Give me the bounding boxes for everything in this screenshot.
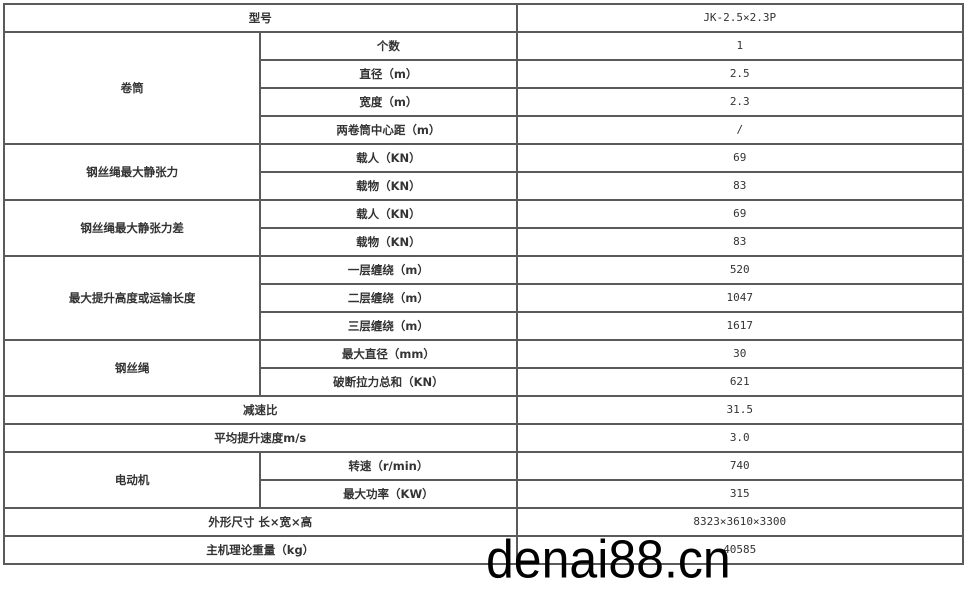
param-label: 宽度（m） — [259, 87, 518, 117]
spec-table: 型号 JK-2.5×2.3P 卷筒 个数 1 直径（m） 2.5 宽度（m） 2… — [2, 3, 964, 565]
param-value: 1617 — [515, 311, 964, 341]
table-row: 最大功率（KW） 315 — [4, 479, 964, 509]
param-label: 两卷筒中心距（m） — [259, 115, 518, 145]
table-row: 宽度（m） 2.3 — [4, 87, 964, 117]
param-label: 外形尺寸 长×宽×高 — [3, 507, 518, 537]
param-value: 2.5 — [515, 59, 964, 89]
param-value: 8323×3610×3300 — [515, 507, 964, 537]
table-row: 载物（KN） 83 — [4, 227, 964, 257]
table-row: 钢丝绳最大静张力 载人（KN） 69 — [2, 143, 964, 201]
group-label: 电动机 — [2, 451, 262, 509]
param-label: 平均提升速度m/s — [3, 423, 518, 453]
param-value: 30 — [515, 339, 964, 369]
table-row: 减速比 31.5 — [3, 395, 964, 425]
param-label: 一层缠绕（m） — [259, 255, 518, 285]
table-row: 两卷筒中心距（m） / — [4, 115, 964, 145]
group-label: 卷筒 — [2, 31, 262, 145]
table-row: 主机理论重量（kg） 40585 — [3, 535, 964, 565]
param-label: 载物（KN） — [259, 227, 518, 257]
param-label: 三层缠绕（m） — [259, 311, 518, 341]
param-label: 最大功率（KW） — [259, 479, 518, 509]
param-value: 520 — [515, 255, 964, 285]
param-value: 31.5 — [515, 395, 964, 425]
table-row: 卷筒 个数 1 — [2, 31, 964, 145]
param-value: / — [515, 115, 964, 145]
param-value: 1 — [515, 31, 964, 61]
param-value: 740 — [515, 451, 964, 481]
group-label: 钢丝绳 — [2, 339, 262, 397]
table-row: 三层缠绕（m） 1617 — [4, 311, 964, 341]
table-row: 外形尺寸 长×宽×高 8323×3610×3300 — [3, 507, 964, 537]
param-label: 载人（KN） — [259, 199, 518, 229]
table-row: 钢丝绳最大静张力差 载人（KN） 69 — [2, 199, 964, 257]
param-label: 主机理论重量（kg） — [3, 535, 518, 565]
param-label: 个数 — [259, 31, 518, 61]
param-value: 315 — [515, 479, 964, 509]
model-value: JK-2.5×2.3P — [515, 3, 964, 33]
table-row: 二层缠绕（m） 1047 — [4, 283, 964, 313]
param-label: 破断拉力总和（KN） — [259, 367, 518, 397]
table-row: 破断拉力总和（KN） 621 — [4, 367, 964, 397]
param-value: 83 — [515, 227, 964, 257]
param-value: 83 — [515, 171, 964, 201]
table-row: 载物（KN） 83 — [4, 171, 964, 201]
group-label: 钢丝绳最大静张力 — [2, 143, 262, 201]
table-row: 电动机 转速（r/min） 740 — [2, 451, 964, 509]
table-row: 直径（m） 2.5 — [4, 59, 964, 89]
table-row: 平均提升速度m/s 3.0 — [3, 423, 964, 453]
param-label: 载人（KN） — [259, 143, 518, 173]
param-label: 最大直径（mm） — [259, 339, 518, 369]
param-value: 69 — [515, 199, 964, 229]
param-value: 3.0 — [515, 423, 964, 453]
param-label: 减速比 — [3, 395, 518, 425]
param-label: 直径（m） — [259, 59, 518, 89]
param-label: 转速（r/min） — [259, 451, 518, 481]
watermark: denai88.cn — [486, 528, 731, 590]
model-label: 型号 — [3, 3, 518, 33]
param-value: 1047 — [515, 283, 964, 313]
param-label: 载物（KN） — [259, 171, 518, 201]
param-value: 621 — [515, 367, 964, 397]
param-value: 2.3 — [515, 87, 964, 117]
group-label: 最大提升高度或运输长度 — [2, 255, 262, 341]
table-row: 最大提升高度或运输长度 一层缠绕（m） 520 — [2, 255, 964, 341]
param-value: 40585 — [515, 535, 964, 565]
param-value: 69 — [515, 143, 964, 173]
param-label: 二层缠绕（m） — [259, 283, 518, 313]
table-row: 型号 JK-2.5×2.3P — [3, 3, 964, 33]
table-row: 钢丝绳 最大直径（mm） 30 — [2, 339, 964, 397]
group-label: 钢丝绳最大静张力差 — [2, 199, 262, 257]
